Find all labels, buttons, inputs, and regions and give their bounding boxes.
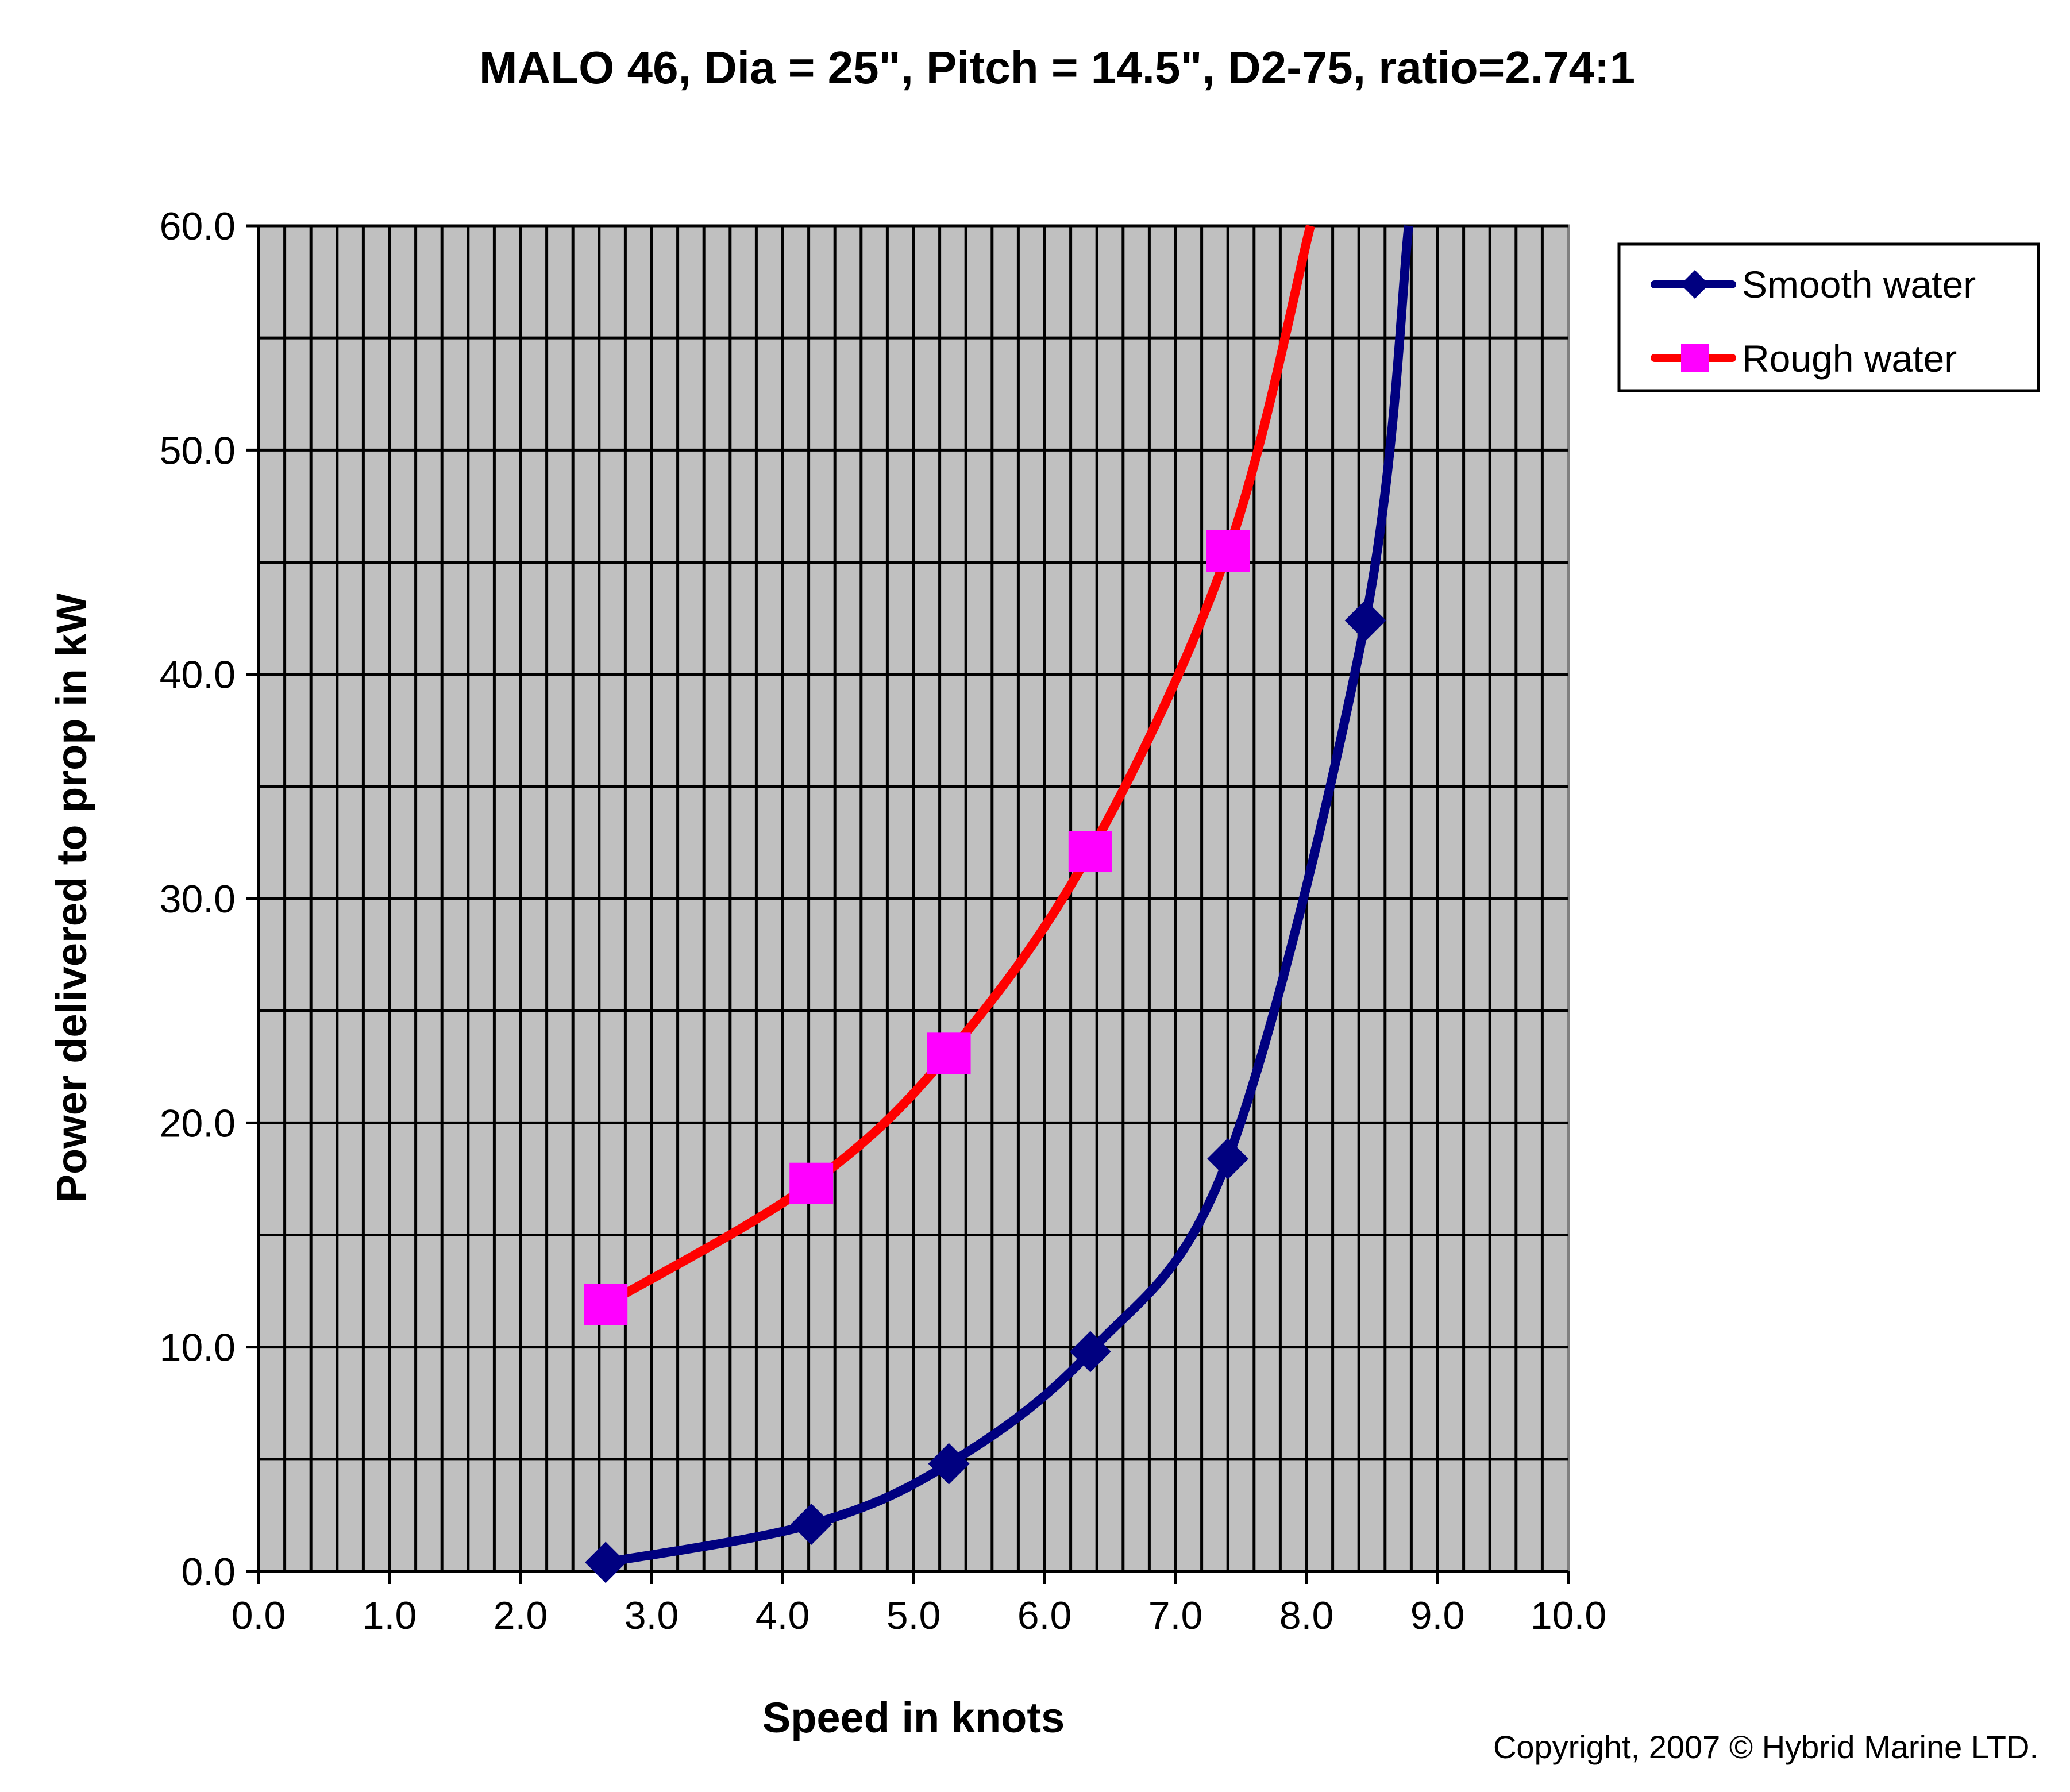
y-tick-label: 40.0 — [160, 653, 236, 697]
smooth-water-point — [791, 1504, 832, 1546]
y-axis-label: Power delivered to prop in kW — [48, 593, 95, 1203]
x-tick-label: 5.0 — [886, 1594, 941, 1637]
smooth-water-point — [1344, 599, 1386, 641]
smooth-water-point — [1069, 1331, 1111, 1373]
x-axis-label: Speed in knots — [762, 1694, 1065, 1741]
y-tick-label: 20.0 — [160, 1101, 236, 1145]
x-tick-label: 8.0 — [1279, 1594, 1334, 1637]
legend: Smooth water Rough water — [1617, 242, 2040, 392]
legend-rough-marker-icon — [1681, 344, 1709, 372]
y-tick-label: 0.0 — [181, 1550, 236, 1594]
x-tick-label: 4.0 — [755, 1594, 810, 1637]
rough-water-point — [1206, 530, 1250, 572]
x-tick-label: 9.0 — [1410, 1594, 1465, 1637]
plot-area — [257, 224, 1570, 1573]
y-tick-label: 10.0 — [160, 1326, 236, 1370]
y-tick-label: 50.0 — [160, 429, 236, 472]
rough-water-point — [584, 1284, 628, 1325]
x-tick-label: 1.0 — [363, 1594, 417, 1637]
legend-rough-label: Rough water — [1742, 337, 1957, 380]
rough-water-point — [1068, 831, 1112, 873]
x-tick-label: 2.0 — [494, 1594, 548, 1637]
axis-ticks: 0.0 1.0 2.0 3.0 4.0 5.0 6.0 7.0 8.0 9.0 10.0 0.0 10.… — [160, 205, 1607, 1637]
x-tick-label: 3.0 — [625, 1594, 679, 1637]
x-tick-label: 6.0 — [1017, 1594, 1072, 1637]
smooth-water-point — [1207, 1138, 1249, 1180]
legend-smooth-marker-icon — [1680, 270, 1709, 299]
x-tick-label: 0.0 — [232, 1594, 286, 1637]
legend-smooth-label: Smooth water — [1742, 263, 1976, 306]
x-tick-label: 10.0 — [1531, 1594, 1606, 1637]
smooth-water-point — [928, 1443, 970, 1485]
series-layer — [584, 225, 1413, 1583]
y-tick-label: 60.0 — [160, 205, 236, 248]
smooth-water-point — [585, 1541, 627, 1583]
y-tick-label: 30.0 — [160, 877, 236, 921]
rough-water-point — [927, 1032, 971, 1074]
chart-title: MALO 46, Dia = 25", Pitch = 14.5", D2-75… — [479, 42, 1635, 93]
copyright-annotation: Copyright, 2007 © Hybrid Marine LTD. — [1493, 1729, 2038, 1765]
rough-water-point — [789, 1162, 834, 1204]
x-tick-label: 7.0 — [1148, 1594, 1203, 1637]
